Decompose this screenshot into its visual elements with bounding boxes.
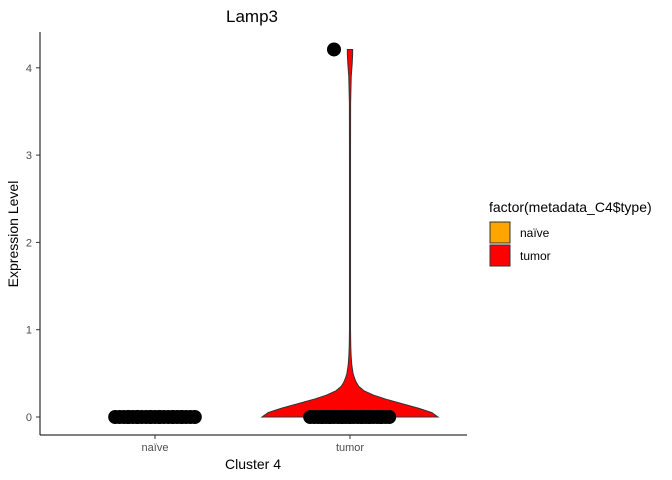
- x-axis-ticks: naïve tumor: [142, 435, 364, 454]
- y-tick-label: 1: [26, 325, 32, 337]
- data-point: [382, 410, 397, 424]
- y-axis-title: Expression Level: [5, 181, 21, 288]
- y-axis-ticks: 0 1 2 3 4: [26, 63, 40, 424]
- y-tick-label: 4: [26, 63, 32, 75]
- data-point: [327, 42, 341, 57]
- chart-title: Lamp3: [226, 7, 278, 26]
- data-point: [187, 410, 202, 424]
- y-tick-label: 0: [26, 412, 32, 424]
- y-tick-label: 3: [26, 150, 32, 162]
- x-tick-label: naïve: [142, 442, 169, 454]
- x-tick-label: tumor: [336, 442, 364, 454]
- y-tick-label: 2: [26, 237, 32, 249]
- legend: factor(metadata_C4$type) naïve tumor: [489, 199, 652, 267]
- legend-label: tumor: [520, 249, 551, 263]
- x-axis-title: Cluster 4: [225, 456, 281, 472]
- plot-area: [108, 42, 440, 424]
- legend-swatch-tumor: [489, 244, 511, 267]
- legend-label: naïve: [520, 226, 550, 240]
- legend-swatch-naïve: [489, 221, 511, 244]
- legend-title: factor(metadata_C4$type): [489, 199, 652, 215]
- violin-tumor: [260, 48, 440, 418]
